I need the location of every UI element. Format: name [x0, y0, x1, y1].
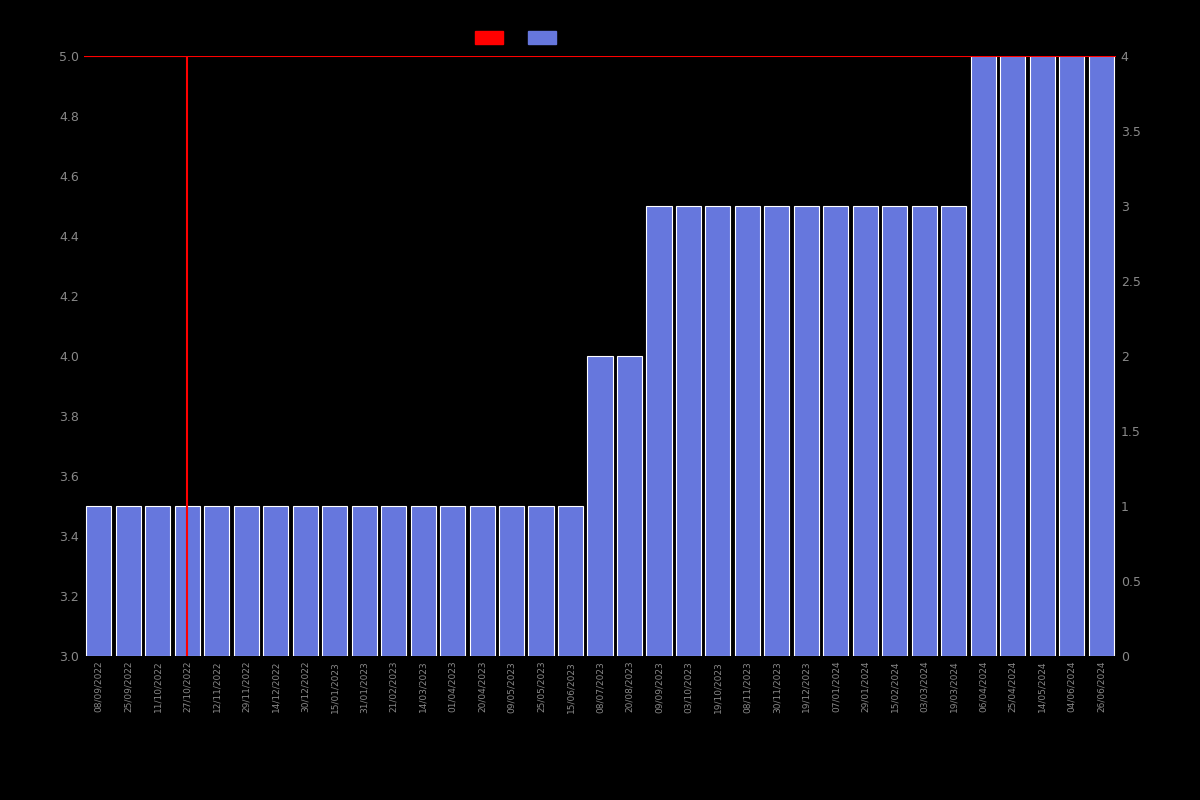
Bar	[971, 56, 996, 656]
Bar	[853, 206, 878, 656]
Bar	[941, 206, 966, 656]
Bar	[794, 206, 818, 656]
Legend: , : ,	[470, 27, 564, 50]
Bar	[352, 506, 377, 656]
Bar	[499, 506, 524, 656]
Bar	[145, 506, 170, 656]
Bar	[676, 206, 701, 656]
Bar	[469, 506, 494, 656]
Bar	[263, 506, 288, 656]
Bar	[647, 206, 672, 656]
Bar	[382, 506, 406, 656]
Bar	[86, 506, 112, 656]
Bar	[440, 506, 466, 656]
Bar	[734, 206, 760, 656]
Bar	[204, 506, 229, 656]
Bar	[1088, 56, 1114, 656]
Bar	[1030, 56, 1055, 656]
Bar	[588, 356, 612, 656]
Bar	[293, 506, 318, 656]
Bar	[175, 506, 199, 656]
Bar	[558, 506, 583, 656]
Bar	[234, 506, 259, 656]
Bar	[1001, 56, 1025, 656]
Bar	[882, 206, 907, 656]
Bar	[115, 506, 140, 656]
Bar	[912, 206, 937, 656]
Bar	[322, 506, 347, 656]
Bar	[410, 506, 436, 656]
Bar	[823, 206, 848, 656]
Bar	[617, 356, 642, 656]
Bar	[1060, 56, 1085, 656]
Bar	[764, 206, 790, 656]
Bar	[528, 506, 553, 656]
Bar	[706, 206, 731, 656]
